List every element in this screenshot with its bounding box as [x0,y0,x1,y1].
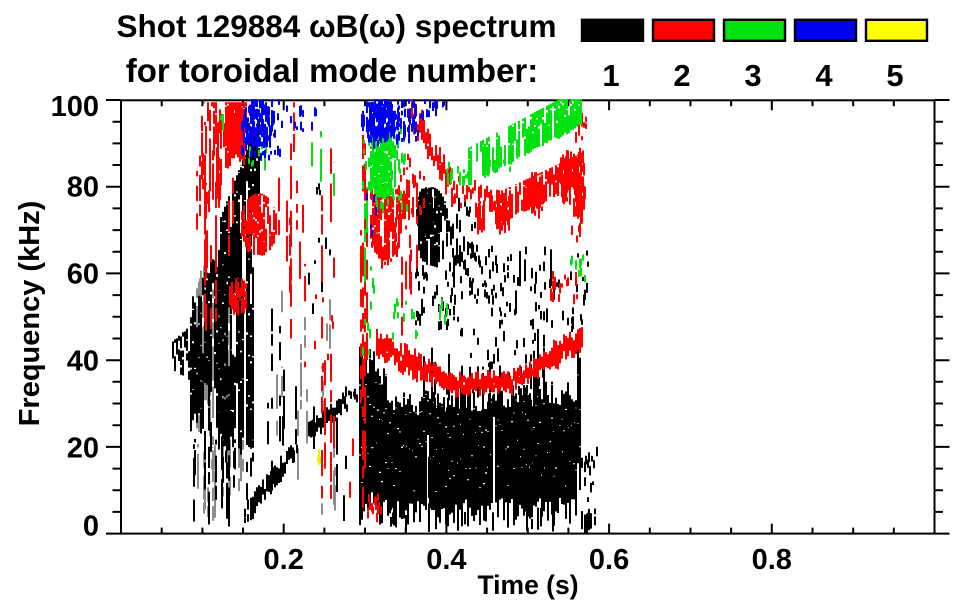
svg-text:for toroidal mode number:: for toroidal mode number: [126,52,539,89]
svg-text:80: 80 [67,172,99,204]
svg-text:0.4: 0.4 [426,544,466,576]
svg-text:100: 100 [51,91,99,123]
svg-text:0: 0 [83,511,99,543]
svg-text:3: 3 [744,58,761,93]
svg-text:4: 4 [815,58,833,93]
svg-text:40: 40 [67,346,99,378]
svg-text:Time (s): Time (s) [477,570,578,600]
svg-text:2: 2 [673,58,690,93]
svg-text:1: 1 [602,58,619,93]
svg-text:0.8: 0.8 [752,544,792,576]
svg-text:Frequency (kHz): Frequency (kHz) [14,201,46,427]
svg-text:0.6: 0.6 [589,544,629,576]
svg-text:Shot 129884 ωB(ω) spectrum: Shot 129884 ωB(ω) spectrum [116,8,556,44]
svg-text:5: 5 [886,58,903,93]
svg-text:0.2: 0.2 [264,544,304,576]
svg-text:20: 20 [67,433,99,465]
svg-text:60: 60 [67,259,99,291]
